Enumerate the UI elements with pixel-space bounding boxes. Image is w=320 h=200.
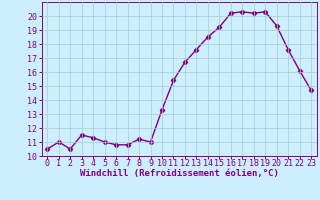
X-axis label: Windchill (Refroidissement éolien,°C): Windchill (Refroidissement éolien,°C) — [80, 169, 279, 178]
